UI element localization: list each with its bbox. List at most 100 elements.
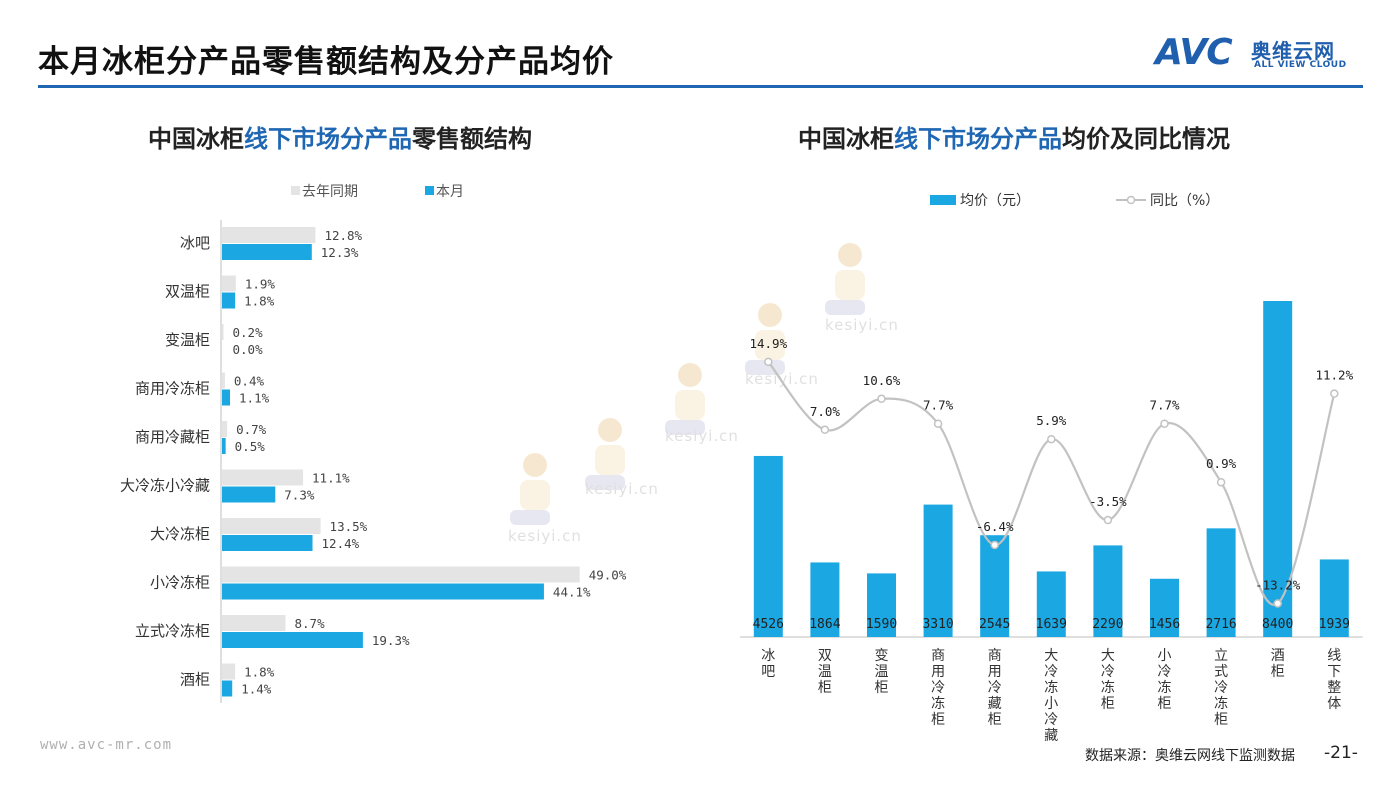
data-label-yoy: -6.4%	[976, 519, 1014, 534]
data-label-avg-price: 3310	[922, 617, 953, 632]
data-label-avg-price: 8400	[1262, 617, 1293, 632]
legend-swatch-this-month	[425, 186, 434, 195]
category-label: 冰吧	[180, 234, 210, 252]
category-label: 线下整体	[1327, 648, 1341, 712]
bar-this-month	[222, 389, 231, 406]
data-label-yoy: 7.7%	[1149, 398, 1180, 413]
bar-avg-price	[753, 455, 783, 637]
data-label-last-year: 1.9%	[245, 277, 276, 292]
data-source: 数据来源：奥维云网线下监测数据	[1085, 748, 1295, 764]
data-label-avg-price: 2290	[1092, 617, 1123, 632]
data-label-avg-price: 1864	[809, 617, 840, 632]
category-label: 小冷冻柜	[150, 574, 210, 592]
data-label-avg-price: 1639	[1036, 617, 1067, 632]
left-title-part2: 线下市场分产品	[244, 125, 412, 153]
bar-last-year	[222, 324, 224, 340]
category-label: 冰吧	[761, 648, 775, 680]
bar-last-year	[222, 518, 321, 534]
data-label-yoy: 0.9%	[1206, 456, 1237, 471]
category-label: 双温柜	[165, 283, 210, 301]
right-title-part1: 中国冰柜	[798, 125, 894, 153]
yoy-point	[820, 425, 830, 435]
data-label-this-month: 19.3%	[372, 633, 410, 648]
bar-avg-price	[1263, 301, 1293, 637]
data-label-yoy: -13.2%	[1255, 577, 1301, 592]
data-label-last-year: 11.1%	[312, 471, 350, 486]
bar-last-year	[222, 566, 580, 583]
category-label: 大冷冻柜	[1101, 648, 1115, 712]
data-label-last-year: 13.5%	[330, 519, 368, 534]
data-label-last-year: 8.7%	[295, 616, 326, 631]
data-label-this-month: 1.1%	[239, 391, 270, 406]
logo-cn-text: 奥维云网	[1251, 39, 1335, 63]
page-title: 本月冰柜分产品零售额结构及分产品均价	[38, 44, 614, 80]
right-chart-title: 中国冰柜线下市场分产品均价及同比情况	[798, 119, 1230, 154]
category-label: 酒柜	[1271, 648, 1285, 680]
watermark-text: kesiyi.cn	[585, 480, 659, 498]
data-label-last-year: 0.7%	[236, 422, 267, 437]
category-label: 变温柜	[165, 331, 210, 349]
data-label-yoy: 11.2%	[1315, 368, 1353, 383]
bar-avg-price	[923, 504, 953, 637]
bar-this-month	[222, 244, 312, 260]
data-label-yoy: 7.7%	[923, 398, 954, 413]
bar-avg-price	[810, 562, 840, 637]
right-title-part2: 线下市场分产品	[894, 125, 1062, 153]
data-label-last-year: 1.8%	[244, 665, 275, 680]
category-label: 双温柜	[818, 648, 832, 696]
bar-avg-price	[1319, 559, 1349, 637]
data-label-last-year: 12.8%	[324, 228, 362, 243]
left-chart-title: 中国冰柜线下市场分产品零售额结构	[148, 119, 532, 154]
data-label-avg-price: 4526	[753, 617, 784, 632]
category-label: 大冷冻小冷藏	[120, 477, 210, 495]
yoy-point	[1103, 515, 1113, 525]
bar-avg-price	[1150, 578, 1179, 637]
footer-site: www.avc-mr.com	[40, 737, 173, 753]
right-title-part3: 均价及同比情况	[1062, 125, 1230, 153]
bar-last-year	[222, 227, 316, 243]
yoy-point	[990, 540, 999, 550]
data-label-last-year: 0.4%	[234, 374, 265, 389]
yoy-point	[1160, 419, 1169, 428]
bar-avg-price	[1036, 571, 1066, 637]
bar-avg-price	[1206, 528, 1236, 637]
title-divider	[38, 85, 1363, 88]
legend-label-last-year: 去年同期	[302, 184, 358, 200]
bar-this-month	[222, 680, 233, 697]
bar-last-year	[222, 469, 304, 486]
bar-last-year	[222, 275, 236, 292]
category-label: 立式冷冻柜	[1214, 648, 1228, 728]
category-label: 大冷冻小冷藏	[1044, 648, 1058, 744]
data-label-this-month: 44.1%	[553, 585, 591, 600]
watermark-text: kesiyi.cn	[508, 527, 582, 545]
data-label-last-year: 0.2%	[233, 325, 264, 340]
bar-avg-price	[1093, 545, 1123, 637]
category-label: 酒柜	[180, 671, 210, 689]
bar-this-month	[222, 292, 236, 309]
bar-last-year	[222, 421, 228, 437]
data-label-this-month: 0.0%	[233, 342, 264, 357]
legend-swatch-avg-price	[930, 195, 956, 205]
data-label-avg-price: 1456	[1149, 617, 1180, 632]
data-label-this-month: 1.8%	[244, 294, 275, 309]
legend-label-this-month: 本月	[436, 184, 464, 200]
bar-last-year	[222, 615, 286, 631]
data-label-last-year: 49.0%	[589, 568, 627, 583]
legend-swatch-last-year	[291, 186, 300, 195]
category-label: 大冷冻柜	[150, 525, 210, 543]
watermark-figures-icon	[510, 243, 865, 525]
logo-avc-text: AVC	[1155, 32, 1233, 73]
data-label-avg-price: 2545	[979, 617, 1010, 632]
data-label-yoy: 7.0%	[810, 404, 841, 419]
left-title-part1: 中国冰柜	[148, 125, 244, 153]
data-label-yoy: 5.9%	[1036, 413, 1067, 428]
category-label: 商用冷冻柜	[931, 648, 945, 728]
yoy-point	[764, 357, 773, 367]
category-label: 商用冷藏柜	[988, 648, 1002, 728]
left-title-part3: 零售额结构	[412, 125, 532, 153]
bar-this-month	[222, 486, 276, 503]
bar-last-year	[222, 663, 236, 680]
legend-marker-yoy	[1126, 195, 1136, 205]
category-label: 立式冷冻柜	[135, 622, 210, 640]
